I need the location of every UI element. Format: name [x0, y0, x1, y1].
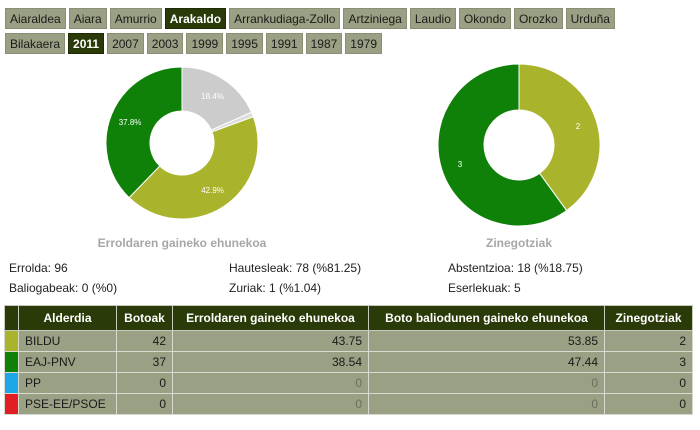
donut-slice: [518, 63, 601, 212]
valid-pct: 0: [368, 393, 605, 415]
votes: 0: [116, 393, 173, 415]
census-pct: 38.54: [172, 351, 369, 373]
year-tabs: Bilakaera 2011 2007 2003 1999 1995 1991 …: [5, 33, 382, 54]
header-seats: Zinegotziak: [604, 305, 693, 331]
tab-orozko[interactable]: Orozko: [513, 8, 563, 29]
seats: 3: [604, 351, 693, 373]
municipality-tabs: Aiaraldea Aiara Amurrio Arakaldo Arranku…: [5, 8, 615, 29]
header-valid-pct: Boto baliodunen gaineko ehunekoa: [368, 305, 605, 331]
stat-voters: Hautesleak: 78 (%81.25): [229, 261, 362, 275]
donut-slice: [106, 66, 183, 199]
header-census-pct: Erroldaren gaineko ehunekoa: [172, 305, 369, 331]
tab-arakaldo[interactable]: Arakaldo: [164, 8, 227, 29]
donut-slice-label: 18.4%: [201, 92, 224, 101]
census-pct: 0: [172, 393, 369, 415]
table-row: BILDU 42 43.75 53.85 2: [4, 330, 693, 352]
donut-slice-label: 3: [458, 160, 463, 169]
party-color-swatch: [4, 372, 19, 394]
seats: 2: [604, 330, 693, 352]
donut-slice-label: 37.8%: [119, 118, 142, 127]
party-name: EAJ-PNV: [18, 351, 117, 373]
tab-laudio[interactable]: Laudio: [409, 8, 456, 29]
tab-okondo[interactable]: Okondo: [458, 8, 511, 29]
tab-aiaraldea[interactable]: Aiaraldea: [5, 8, 66, 29]
donut-slice-label: 42.9%: [201, 186, 224, 195]
header-party: Alderdia: [18, 305, 117, 331]
votes: 42: [116, 330, 173, 352]
table-row: PP 0 0 0 0: [4, 372, 693, 394]
stat-seats: Eserlekuak: 5: [448, 281, 521, 295]
header-votes: Botoak: [116, 305, 173, 331]
donut-slice: [181, 66, 253, 131]
party-name: PP: [18, 372, 117, 394]
stat-abstention: Abstentzioa: 18 (%18.75): [448, 261, 583, 275]
stat-null-votes: Baliogabeak: 0 (%0): [9, 281, 118, 295]
tab-2007[interactable]: 2007: [107, 33, 144, 54]
valid-pct: 0: [368, 372, 605, 394]
party-name: BILDU: [18, 330, 117, 352]
donut-slice: [437, 63, 568, 227]
stat-census: Errolda: 96: [9, 261, 68, 275]
census-pct: 43.75: [172, 330, 369, 352]
councillors-chart-title: Zinegotziak: [485, 236, 552, 250]
table-row: PSE-EE/PSOE 0 0 0 0: [4, 393, 693, 415]
valid-pct: 47.44: [368, 351, 605, 373]
tab-2011[interactable]: 2011: [68, 33, 105, 54]
votes: 37: [116, 351, 173, 373]
party-name: PSE-EE/PSOE: [18, 393, 117, 415]
table-row: EAJ-PNV 37 38.54 47.44 3: [4, 351, 693, 373]
census-percentage-donut: 18.4% 42.9% 37.8%: [106, 66, 258, 220]
valid-pct: 53.85: [368, 330, 605, 352]
party-color-swatch: [4, 351, 19, 373]
donut-slice-label: 2: [576, 122, 581, 131]
header-color-cell: [4, 305, 19, 331]
table-header-row: Alderdia Botoak Erroldaren gaineko ehune…: [4, 305, 693, 331]
census-pct: 0: [172, 372, 369, 394]
tab-aiara[interactable]: Aiara: [68, 8, 107, 29]
party-color-swatch: [4, 330, 19, 352]
seats: 0: [604, 372, 693, 394]
party-color-swatch: [4, 393, 19, 415]
donut-slice: [128, 116, 258, 220]
census-chart-title: Erroldaren gaineko ehunekoa: [97, 236, 267, 250]
votes: 0: [116, 372, 173, 394]
seats: 0: [604, 393, 693, 415]
stat-blank-votes: Zuriak: 1 (%1.04): [229, 281, 322, 295]
tab-amurrio[interactable]: Amurrio: [109, 8, 162, 29]
tab-1999[interactable]: 1999: [186, 33, 224, 54]
tab-2003[interactable]: 2003: [146, 33, 184, 54]
tab-arrankudiaga-zollo[interactable]: Arrankudiaga-Zollo: [229, 8, 341, 29]
tab-1991[interactable]: 1991: [265, 33, 303, 54]
results-table: Alderdia Botoak Erroldaren gaineko ehune…: [4, 305, 693, 415]
tab-bilakaera[interactable]: Bilakaera: [5, 33, 66, 54]
tab-urduna[interactable]: Urduña: [565, 8, 615, 29]
tab-1995[interactable]: 1995: [226, 33, 263, 54]
tab-artziniega[interactable]: Artziniega: [343, 8, 407, 29]
councillors-donut: 23: [437, 63, 601, 227]
tab-1979[interactable]: 1979: [345, 33, 382, 54]
tab-1987[interactable]: 1987: [305, 33, 343, 54]
